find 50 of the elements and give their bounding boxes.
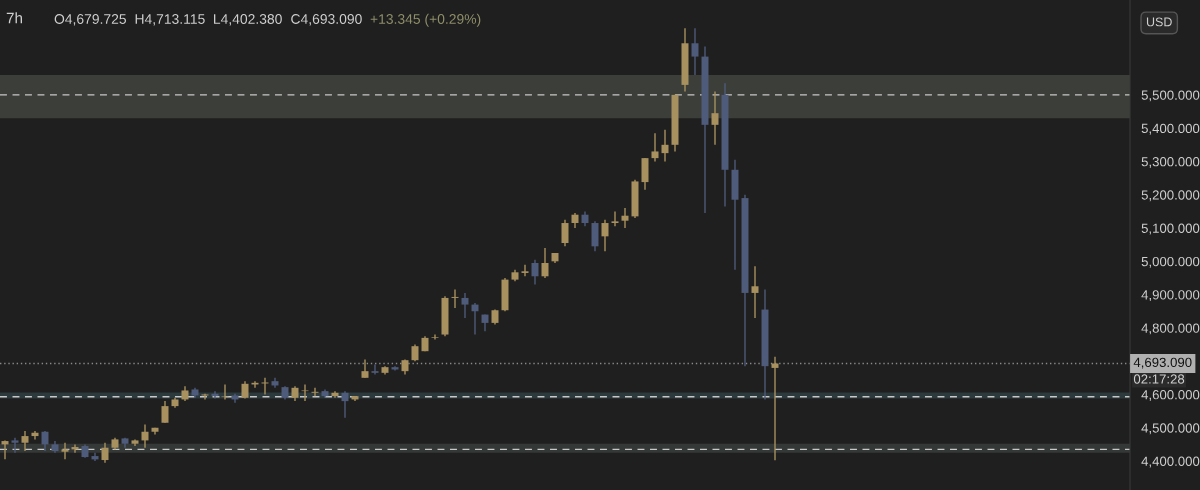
candlestick bbox=[451, 288, 459, 309]
y-tick-label: 4,600.000 bbox=[1141, 390, 1200, 401]
candlestick bbox=[771, 356, 779, 461]
text: USD bbox=[1146, 17, 1172, 27]
y-tick-label: 5,500.000 bbox=[1141, 90, 1200, 102]
candlestick bbox=[21, 430, 29, 452]
annotation: H4,713.115 bbox=[135, 14, 205, 26]
candlestick bbox=[521, 263, 529, 277]
text: 02:17:28 bbox=[1133, 374, 1185, 384]
candlestick bbox=[311, 387, 319, 397]
candlestick bbox=[651, 132, 659, 163]
candlestick bbox=[361, 358, 369, 379]
candlestick bbox=[141, 423, 149, 449]
candlestick bbox=[641, 157, 649, 191]
candlestick bbox=[211, 390, 219, 400]
annotation: C4,693.090 bbox=[291, 14, 362, 26]
candlestick bbox=[161, 400, 169, 424]
candlestick bbox=[461, 292, 469, 319]
y-tick-label: 5,100.000 bbox=[1141, 223, 1200, 235]
candlestick bbox=[691, 27, 699, 76]
candlestick bbox=[661, 129, 669, 163]
candlestick bbox=[601, 219, 609, 253]
candlestick bbox=[431, 333, 439, 341]
candlestick bbox=[561, 219, 569, 248]
y-tick-label: 5,000.000 bbox=[1141, 256, 1200, 268]
annotation: O4,679.725 bbox=[54, 14, 127, 26]
y-tick-label: 4,400.000 bbox=[1141, 456, 1200, 468]
candlestick bbox=[541, 247, 549, 279]
y-tick-label: 5,200.000 bbox=[1141, 190, 1200, 202]
y-tick-label: 4,800.000 bbox=[1141, 323, 1200, 335]
candlestick bbox=[371, 363, 379, 376]
candlestick bbox=[61, 442, 69, 461]
candlestick bbox=[711, 90, 719, 146]
y-tick-label: 5,400.000 bbox=[1141, 123, 1200, 135]
candlestick bbox=[611, 210, 619, 228]
candlestick bbox=[101, 442, 109, 464]
y-tick-label: 4,900.000 bbox=[1141, 290, 1200, 302]
candlestick bbox=[11, 437, 19, 454]
candlestick bbox=[301, 383, 309, 402]
candlestick bbox=[531, 258, 539, 286]
ref-line-label: 4,693.090 bbox=[1133, 357, 1192, 369]
annotation: +13.345 (+0.29%) bbox=[370, 13, 481, 27]
candlestick bbox=[261, 377, 269, 396]
candlestick bbox=[41, 430, 49, 452]
candlestick bbox=[221, 383, 229, 401]
y-tick-label: 4,500.000 bbox=[1141, 423, 1200, 435]
text: 7h bbox=[6, 12, 22, 24]
candlestick bbox=[591, 220, 599, 253]
annotation: L4,402.380 bbox=[214, 14, 282, 26]
y-tick-label: 5,300.000 bbox=[1141, 157, 1200, 168]
